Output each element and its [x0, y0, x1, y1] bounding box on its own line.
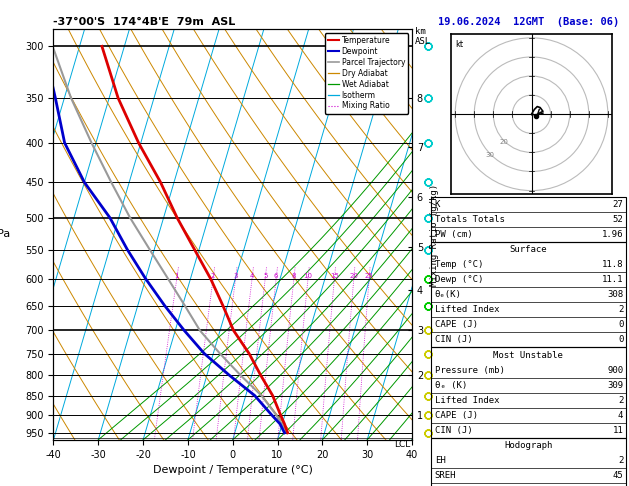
Text: Pressure (mb): Pressure (mb) — [435, 365, 504, 375]
Text: 11.1: 11.1 — [602, 275, 623, 284]
Text: PW (cm): PW (cm) — [435, 230, 472, 239]
Text: 1: 1 — [174, 273, 179, 279]
Text: LCL: LCL — [394, 440, 411, 449]
Text: Hodograph: Hodograph — [504, 441, 552, 450]
Text: 19.06.2024  12GMT  (Base: 06): 19.06.2024 12GMT (Base: 06) — [438, 17, 619, 27]
Text: Most Unstable: Most Unstable — [493, 350, 564, 360]
Text: CIN (J): CIN (J) — [435, 335, 472, 345]
Text: 20: 20 — [349, 273, 359, 279]
Text: CAPE (J): CAPE (J) — [435, 411, 477, 420]
Text: 10: 10 — [303, 273, 313, 279]
Text: 2: 2 — [618, 396, 623, 405]
Text: Surface: Surface — [509, 245, 547, 254]
Text: 52: 52 — [613, 215, 623, 224]
Text: Lifted Index: Lifted Index — [435, 305, 499, 314]
Text: 25: 25 — [365, 273, 374, 279]
Text: θₑ (K): θₑ (K) — [435, 381, 467, 390]
Text: 0: 0 — [618, 335, 623, 345]
Text: 6: 6 — [274, 273, 279, 279]
Text: km
ASL: km ASL — [415, 27, 431, 46]
Text: 11.8: 11.8 — [602, 260, 623, 269]
Text: Mixing Ratio (g/kg): Mixing Ratio (g/kg) — [430, 183, 438, 286]
Text: 1.96: 1.96 — [602, 230, 623, 239]
Legend: Temperature, Dewpoint, Parcel Trajectory, Dry Adiabat, Wet Adiabat, Isotherm, Mi: Temperature, Dewpoint, Parcel Trajectory… — [325, 33, 408, 114]
Text: CAPE (J): CAPE (J) — [435, 320, 477, 330]
Text: SREH: SREH — [435, 471, 456, 480]
Text: kt: kt — [455, 40, 464, 49]
Text: Lifted Index: Lifted Index — [435, 396, 499, 405]
Text: K: K — [435, 200, 440, 209]
Text: 4: 4 — [618, 411, 623, 420]
Text: 2: 2 — [211, 273, 215, 279]
Text: 3: 3 — [233, 273, 238, 279]
Y-axis label: hPa: hPa — [0, 229, 10, 240]
Text: 27: 27 — [613, 200, 623, 209]
Text: EH: EH — [435, 456, 445, 465]
Text: Temp (°C): Temp (°C) — [435, 260, 483, 269]
Text: 11: 11 — [613, 426, 623, 435]
Text: Dewp (°C): Dewp (°C) — [435, 275, 483, 284]
Text: θₑ(K): θₑ(K) — [435, 290, 462, 299]
Text: 8: 8 — [292, 273, 296, 279]
Text: Totals Totals: Totals Totals — [435, 215, 504, 224]
Text: 900: 900 — [607, 365, 623, 375]
Text: 15: 15 — [330, 273, 339, 279]
Text: 30: 30 — [486, 153, 495, 158]
Text: 309: 309 — [607, 381, 623, 390]
Text: 5: 5 — [263, 273, 267, 279]
Text: 4: 4 — [250, 273, 254, 279]
Text: CIN (J): CIN (J) — [435, 426, 472, 435]
Text: 45: 45 — [613, 471, 623, 480]
Text: 0: 0 — [618, 320, 623, 330]
Text: -37°00'S  174°4B'E  79m  ASL: -37°00'S 174°4B'E 79m ASL — [53, 17, 236, 27]
X-axis label: Dewpoint / Temperature (°C): Dewpoint / Temperature (°C) — [153, 465, 313, 475]
Text: 2: 2 — [618, 456, 623, 465]
Text: 2: 2 — [618, 305, 623, 314]
Text: 308: 308 — [607, 290, 623, 299]
Text: 20: 20 — [499, 139, 508, 145]
